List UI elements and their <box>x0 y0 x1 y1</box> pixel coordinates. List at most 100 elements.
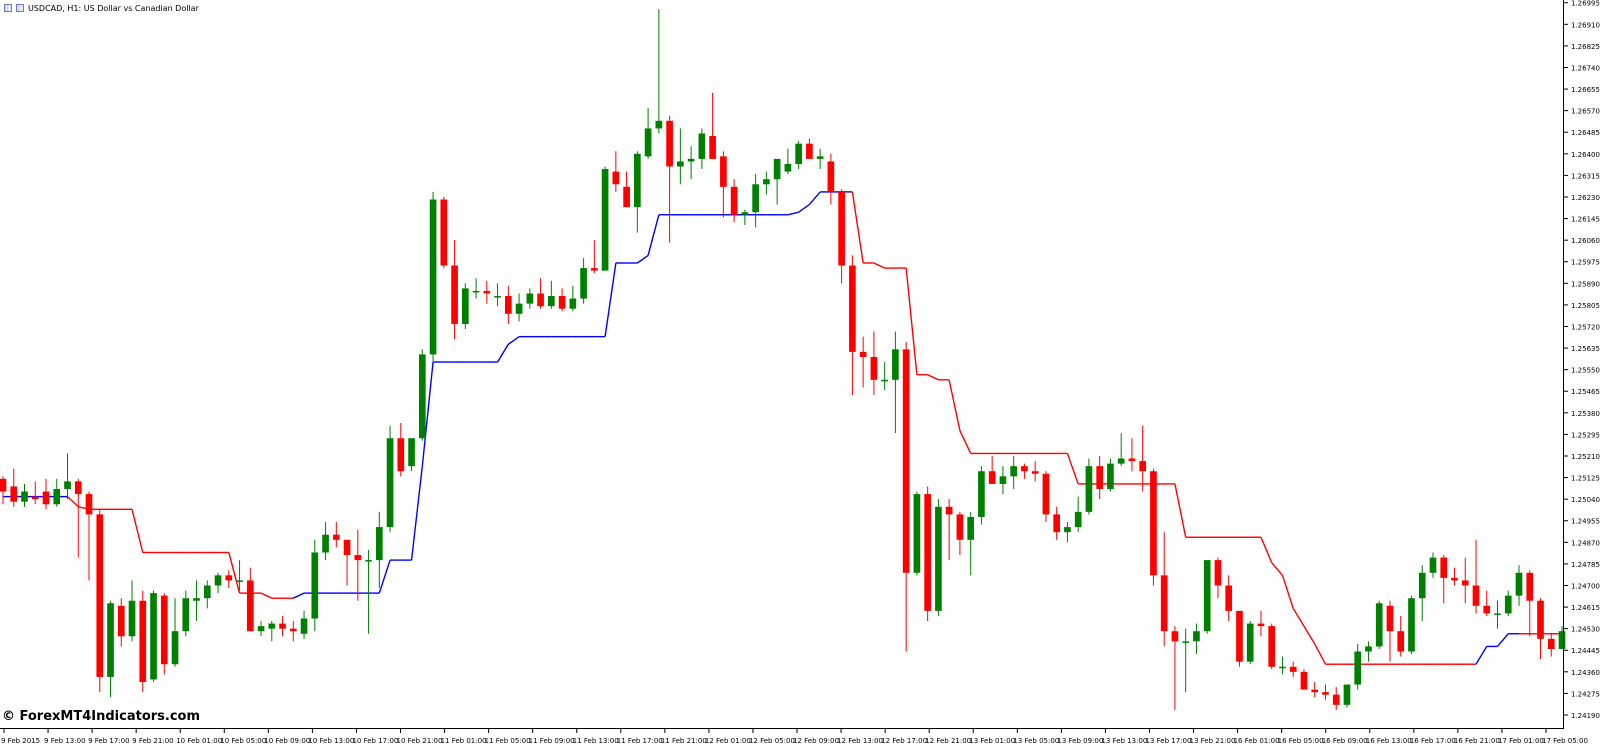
candle[interactable] <box>193 580 200 622</box>
candle[interactable] <box>1010 455 1017 490</box>
candle[interactable] <box>1515 565 1523 606</box>
candle[interactable] <box>418 349 426 441</box>
candle[interactable] <box>268 621 276 642</box>
candle[interactable] <box>698 128 706 170</box>
candle[interactable] <box>1096 455 1104 500</box>
candle[interactable] <box>1279 656 1286 675</box>
candle[interactable] <box>1150 468 1157 586</box>
candle[interactable] <box>612 151 620 192</box>
candle[interactable] <box>0 476 7 505</box>
candle[interactable] <box>1107 458 1114 492</box>
candle[interactable] <box>526 288 534 309</box>
candle[interactable] <box>365 549 372 634</box>
candle[interactable] <box>1461 557 1469 604</box>
candle[interactable] <box>322 522 329 561</box>
candle[interactable] <box>1171 626 1179 710</box>
candle[interactable] <box>257 621 265 637</box>
candle[interactable] <box>182 590 190 637</box>
candle[interactable] <box>1182 628 1190 693</box>
candle[interactable] <box>924 486 931 622</box>
candle[interactable] <box>1289 661 1297 677</box>
candle[interactable] <box>236 560 243 591</box>
candle[interactable] <box>902 341 910 652</box>
candle[interactable] <box>580 257 587 304</box>
candle[interactable] <box>160 593 168 675</box>
candle[interactable] <box>139 590 147 693</box>
candle[interactable] <box>849 255 856 396</box>
candle[interactable] <box>96 509 104 693</box>
candle[interactable] <box>1300 669 1308 690</box>
candle[interactable] <box>634 151 641 233</box>
candle[interactable] <box>677 128 684 185</box>
candle[interactable] <box>408 438 415 472</box>
candle[interactable] <box>128 580 136 642</box>
candle[interactable] <box>64 453 71 500</box>
candle[interactable] <box>85 491 93 581</box>
candle[interactable] <box>1246 621 1254 665</box>
candle[interactable] <box>1365 641 1372 662</box>
candle[interactable] <box>709 92 716 159</box>
candle[interactable] <box>1139 425 1147 492</box>
candle[interactable] <box>763 171 770 195</box>
candle[interactable] <box>827 153 835 205</box>
candle[interactable] <box>816 148 824 170</box>
candle[interactable] <box>117 598 125 647</box>
candle[interactable] <box>859 336 867 388</box>
candle[interactable] <box>1558 626 1566 649</box>
candle[interactable] <box>171 598 179 667</box>
candle[interactable] <box>795 141 802 170</box>
candle[interactable] <box>666 115 673 243</box>
candle[interactable] <box>483 280 491 304</box>
candle[interactable] <box>838 189 845 284</box>
candle[interactable] <box>1483 590 1491 616</box>
candle[interactable] <box>246 567 254 632</box>
candle[interactable] <box>784 148 792 175</box>
candle[interactable] <box>1386 600 1394 662</box>
candle[interactable] <box>461 283 469 330</box>
candle[interactable] <box>752 174 759 228</box>
candle[interactable] <box>644 108 652 159</box>
candle[interactable] <box>935 499 942 616</box>
candle[interactable] <box>1225 575 1233 622</box>
candle[interactable] <box>548 280 555 309</box>
candle[interactable] <box>945 499 953 561</box>
candle[interactable] <box>591 240 598 274</box>
candle[interactable] <box>386 425 394 533</box>
candle[interactable] <box>472 278 480 299</box>
candle[interactable] <box>569 285 577 312</box>
candle[interactable] <box>332 522 340 548</box>
candle[interactable] <box>1053 506 1061 540</box>
candle[interactable] <box>515 293 523 322</box>
candle[interactable] <box>1064 522 1071 543</box>
candle[interactable] <box>1375 600 1383 649</box>
candle[interactable] <box>687 146 695 180</box>
candle[interactable] <box>1160 532 1168 647</box>
candle[interactable] <box>21 483 28 507</box>
candle[interactable] <box>1547 633 1555 657</box>
candle[interactable] <box>881 362 888 390</box>
candle[interactable] <box>870 331 878 396</box>
candle[interactable] <box>720 151 727 218</box>
candle[interactable] <box>1074 496 1082 533</box>
candle[interactable] <box>42 478 50 510</box>
candle[interactable] <box>203 580 211 609</box>
candle[interactable] <box>53 478 61 507</box>
candle[interactable] <box>1021 463 1028 479</box>
candle[interactable] <box>429 191 437 363</box>
candle[interactable] <box>225 570 233 589</box>
candle[interactable] <box>1257 610 1265 637</box>
candle[interactable] <box>311 539 319 632</box>
candle[interactable] <box>440 196 448 269</box>
candle[interactable] <box>558 288 566 312</box>
candle[interactable] <box>1311 681 1319 698</box>
candle[interactable] <box>150 590 157 682</box>
candle[interactable] <box>967 511 974 576</box>
candle[interactable] <box>1322 684 1329 700</box>
candle[interactable] <box>300 610 308 639</box>
candle[interactable] <box>1494 600 1501 629</box>
candle[interactable] <box>1214 557 1222 599</box>
candle[interactable] <box>1418 565 1426 622</box>
candle[interactable] <box>1472 539 1480 614</box>
